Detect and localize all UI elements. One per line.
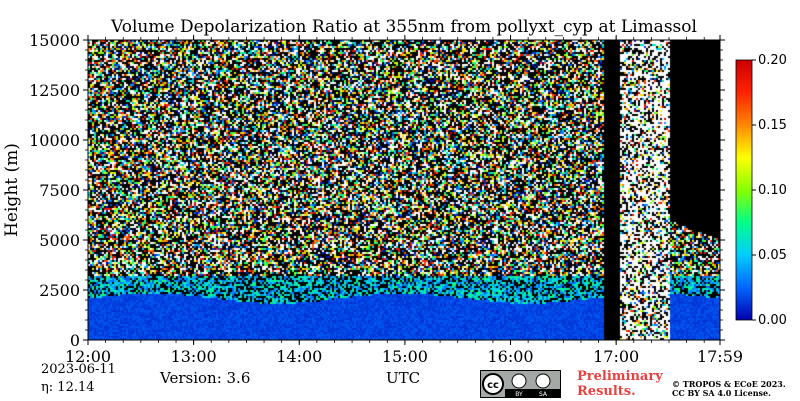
x-axis-label: UTC: [386, 369, 421, 387]
axes: 0 2500 5000 7500 10000 12500 15000 12:00 13:00 14…: [29, 31, 743, 366]
x-tick-label: 12:00: [65, 347, 111, 366]
colorbar-tick-label: 0.05: [758, 248, 787, 263]
y-axis-label: Height (m): [2, 143, 22, 237]
colorbar: 0.00 0.05 0.10 0.15 0.20: [735, 53, 787, 328]
x-tick-label: 14:00: [276, 347, 322, 366]
cc-badge-text: cc: [487, 380, 499, 391]
x-tick-label: 15:00: [382, 347, 428, 366]
heatmap-image: [88, 40, 720, 340]
y-tick-label: 0: [70, 331, 80, 350]
y-tick-label: 12500: [29, 81, 80, 100]
colorbar-tick-label: 0.15: [758, 118, 787, 133]
copyright-label: © TROPOS & ECoE 2023. CC BY SA 4.0 Licen…: [672, 379, 786, 398]
y-tick-label: 5000: [39, 231, 80, 250]
date-label: 2023-06-11: [41, 362, 116, 377]
version-label: Version: 3.6: [160, 369, 251, 387]
colorbar-tick-label: 0.10: [758, 183, 787, 198]
chart-title: Volume Depolarization Ratio at 355nm fro…: [111, 17, 697, 37]
x-tick-label: 13:00: [171, 347, 217, 366]
y-tick-label: 7500: [39, 181, 80, 200]
heatmap-area: [88, 40, 720, 340]
y-tick-label: 15000: [29, 31, 80, 50]
x-tick-label: 16:00: [487, 347, 533, 366]
cc-license-badge: cc BY SA: [480, 370, 561, 398]
x-tick-label: 17:00: [593, 347, 639, 366]
colorbar-tick-label: 0.00: [758, 313, 787, 328]
preliminary-label: Preliminary Results.: [577, 369, 663, 399]
colorbar-gradient: [735, 59, 753, 321]
y-tick-label: 10000: [29, 131, 80, 150]
colorbar-tick-label: 0.20: [758, 53, 787, 68]
sa-badge-text: SA: [539, 391, 548, 397]
eta-label: η: 12.14: [41, 380, 95, 395]
by-badge-text: BY: [515, 391, 523, 397]
y-tick-label: 2500: [39, 281, 80, 300]
x-tick-label: 17:59: [697, 347, 743, 366]
